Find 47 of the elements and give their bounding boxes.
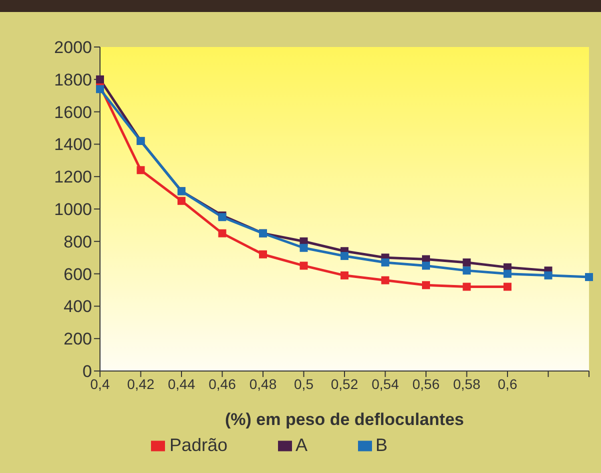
y-tick-label: 0 [82, 362, 92, 382]
y-tick-label: 800 [64, 232, 92, 252]
x-tick-label: 0,42 [127, 376, 155, 392]
point [96, 85, 104, 94]
point [340, 252, 348, 260]
y-tick-label: 1800 [54, 70, 92, 90]
point [422, 262, 430, 270]
y-tick-label: 600 [64, 264, 92, 284]
x-axis-title: (%) em peso de defloculantes [225, 410, 464, 429]
x-tick-label: 0,48 [249, 376, 277, 392]
legend-label: B [376, 435, 388, 455]
point [259, 250, 267, 258]
x-tick-label: 0,46 [208, 376, 236, 392]
x-tick-label: 0,54 [372, 376, 400, 392]
x-tick-label: 0,58 [453, 376, 481, 392]
point [381, 258, 390, 266]
point [544, 271, 552, 280]
x-tick-label: 0,52 [330, 376, 358, 392]
point [462, 266, 471, 275]
point [300, 244, 308, 252]
point [462, 258, 471, 266]
point [381, 276, 390, 284]
y-tick-label: 1200 [54, 168, 92, 187]
x-tick-label: 0,44 [168, 376, 196, 392]
y-tick-label: 1600 [54, 102, 92, 122]
point [585, 273, 593, 282]
point [178, 196, 186, 205]
point [422, 281, 430, 290]
point [218, 229, 226, 238]
point [136, 166, 145, 174]
y-tick-label: 1400 [54, 135, 92, 154]
y-tick-label: 400 [64, 297, 92, 316]
point [300, 262, 308, 270]
y-tick-label: 2000 [54, 38, 92, 58]
x-tick-label: 0,56 [412, 376, 440, 392]
point [504, 282, 512, 291]
point [96, 75, 104, 84]
y-tick-label: 1000 [54, 200, 92, 220]
x-tick-label: 0,5 [294, 376, 314, 392]
point [462, 282, 471, 291]
point [504, 270, 512, 278]
point [340, 271, 348, 280]
legend-label: Padrão [169, 435, 228, 455]
x-tick-label: 0,4 [90, 376, 110, 392]
legend-label: A [296, 435, 308, 455]
x-tick-label: 0,6 [498, 376, 518, 392]
y-tick-label: 200 [64, 330, 92, 349]
